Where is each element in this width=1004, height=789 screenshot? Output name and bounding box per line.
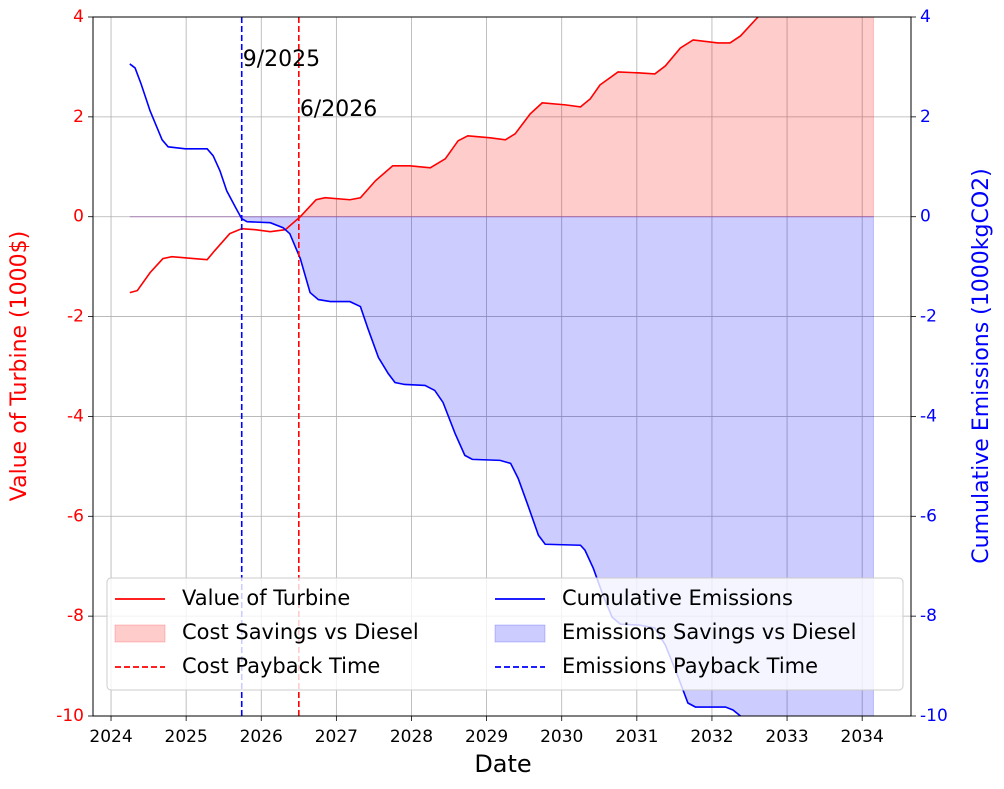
y-tick-label: -4 — [67, 406, 84, 426]
y2-tick-label: -6 — [920, 506, 937, 526]
y2-tick-label: -4 — [920, 406, 937, 426]
x-tick-label: 2030 — [540, 727, 583, 747]
x-tick-label: 2028 — [390, 727, 433, 747]
y-tick-label: -2 — [67, 307, 84, 327]
y-tick-label: 2 — [73, 107, 84, 127]
x-tick-label: 2024 — [89, 727, 132, 747]
y2-tick-label: 2 — [920, 107, 931, 127]
x-tick-label: 2025 — [165, 727, 208, 747]
plot-frame — [92, 16, 912, 717]
y-tick-label: -10 — [56, 706, 84, 726]
legend-label: Cost Savings vs Diesel — [182, 620, 419, 644]
x-tick-label: 2027 — [315, 727, 358, 747]
x-tick-label: 2026 — [240, 727, 283, 747]
x-tick-label: 2029 — [465, 727, 508, 747]
x-axis-label: Date — [474, 750, 531, 778]
legend-fill — [494, 624, 546, 643]
y2-tick-label: -2 — [920, 307, 937, 327]
y2-tick-label: 4 — [920, 7, 931, 27]
legend-label: Value of Turbine — [182, 586, 350, 610]
legend-label: Emissions Savings vs Diesel — [562, 620, 856, 644]
legend-box — [106, 577, 904, 691]
y-tick-label: -6 — [67, 506, 84, 526]
series-line — [129, 17, 760, 294]
y-tick-label: 4 — [73, 7, 84, 27]
legend-label: Emissions Payback Time — [562, 654, 818, 678]
x-tick-label: 2032 — [690, 727, 733, 747]
legend-fill — [114, 624, 166, 643]
payback-annotation: 6/2026 — [300, 97, 377, 122]
x-tick-label: 2033 — [765, 727, 808, 747]
y2-axis-label: Cumulative Emissions (1000kgCO2) — [969, 168, 994, 563]
y-tick-label: -8 — [67, 606, 84, 626]
y2-tick-label: -8 — [920, 606, 937, 626]
y2-tick-label: 0 — [920, 207, 931, 227]
payback-annotation: 9/2025 — [243, 47, 320, 72]
x-tick-label: 2031 — [615, 727, 658, 747]
legend-label: Cumulative Emissions — [562, 586, 793, 610]
overlay-layer: 2024 2025 2026 2027 2028 2029 2030 2031 2032 2033… — [56, 7, 948, 747]
y-axis-label: Value of Turbine (1000$) — [7, 231, 32, 501]
x-tick-label: 2034 — [841, 727, 884, 747]
legend-label: Cost Payback Time — [182, 654, 380, 678]
y2-tick-label: -10 — [920, 706, 948, 726]
y-tick-label: 0 — [73, 207, 84, 227]
